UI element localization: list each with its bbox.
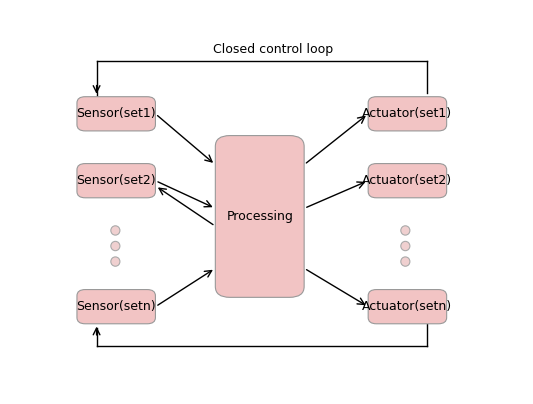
FancyBboxPatch shape: [77, 97, 156, 131]
Text: Processing: Processing: [227, 210, 293, 223]
Text: Actuator(set1): Actuator(set1): [362, 107, 453, 120]
Text: Actuator(setn): Actuator(setn): [362, 300, 453, 313]
Ellipse shape: [111, 226, 120, 235]
FancyBboxPatch shape: [215, 136, 304, 297]
Text: Closed control loop: Closed control loop: [213, 43, 333, 56]
Ellipse shape: [401, 257, 410, 266]
Ellipse shape: [111, 241, 120, 250]
FancyBboxPatch shape: [368, 97, 447, 131]
Text: Sensor(set1): Sensor(set1): [76, 107, 156, 120]
FancyBboxPatch shape: [368, 164, 447, 198]
Text: Actuator(set2): Actuator(set2): [362, 174, 453, 187]
Ellipse shape: [111, 257, 120, 266]
FancyBboxPatch shape: [368, 290, 447, 324]
Ellipse shape: [401, 226, 410, 235]
FancyBboxPatch shape: [77, 164, 156, 198]
FancyBboxPatch shape: [77, 290, 156, 324]
Ellipse shape: [401, 241, 410, 250]
Text: Sensor(set2): Sensor(set2): [76, 174, 156, 187]
Text: Sensor(setn): Sensor(setn): [76, 300, 156, 313]
